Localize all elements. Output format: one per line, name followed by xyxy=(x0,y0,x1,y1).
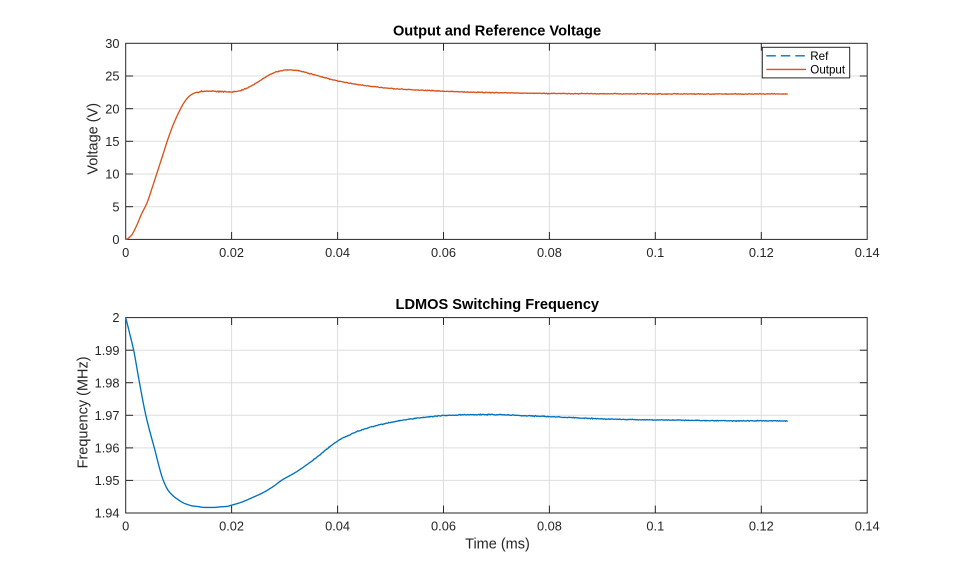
svg-text:1.96: 1.96 xyxy=(95,441,120,456)
svg-text:0.14: 0.14 xyxy=(855,245,880,260)
svg-text:1.95: 1.95 xyxy=(95,473,120,488)
svg-text:30: 30 xyxy=(105,36,119,51)
svg-text:Ref: Ref xyxy=(810,50,829,63)
svg-text:15: 15 xyxy=(105,134,119,149)
svg-text:Voltage (V): Voltage (V) xyxy=(85,103,101,175)
svg-text:LDMOS Switching Frequency: LDMOS Switching Frequency xyxy=(396,297,600,313)
svg-text:0: 0 xyxy=(122,245,129,260)
svg-text:0.1: 0.1 xyxy=(646,519,664,534)
svg-text:1.94: 1.94 xyxy=(95,506,120,521)
svg-text:Frequency (MHz): Frequency (MHz) xyxy=(75,356,91,468)
svg-text:0.12: 0.12 xyxy=(749,245,774,260)
svg-text:5: 5 xyxy=(112,199,119,214)
svg-text:0.08: 0.08 xyxy=(537,245,562,260)
svg-text:Output: Output xyxy=(810,63,846,76)
svg-text:0.02: 0.02 xyxy=(219,245,244,260)
svg-text:0.12: 0.12 xyxy=(749,519,774,534)
svg-text:25: 25 xyxy=(105,69,119,84)
svg-text:20: 20 xyxy=(105,101,119,116)
svg-text:0.04: 0.04 xyxy=(325,245,350,260)
svg-text:0: 0 xyxy=(112,232,119,247)
svg-text:1.98: 1.98 xyxy=(95,375,120,390)
svg-text:Output and Reference Voltage: Output and Reference Voltage xyxy=(393,24,601,40)
svg-text:1.97: 1.97 xyxy=(95,408,120,423)
svg-text:0.02: 0.02 xyxy=(219,519,244,534)
svg-text:0.06: 0.06 xyxy=(431,519,456,534)
svg-text:0.14: 0.14 xyxy=(855,519,880,534)
svg-text:10: 10 xyxy=(105,167,119,182)
svg-text:Time (ms): Time (ms) xyxy=(465,536,530,552)
svg-text:0.08: 0.08 xyxy=(537,519,562,534)
svg-text:1.99: 1.99 xyxy=(95,343,120,358)
svg-text:0.04: 0.04 xyxy=(325,519,350,534)
svg-text:2: 2 xyxy=(112,310,119,325)
svg-text:0.1: 0.1 xyxy=(646,245,664,260)
svg-text:0.06: 0.06 xyxy=(431,245,456,260)
svg-text:0: 0 xyxy=(122,519,129,534)
